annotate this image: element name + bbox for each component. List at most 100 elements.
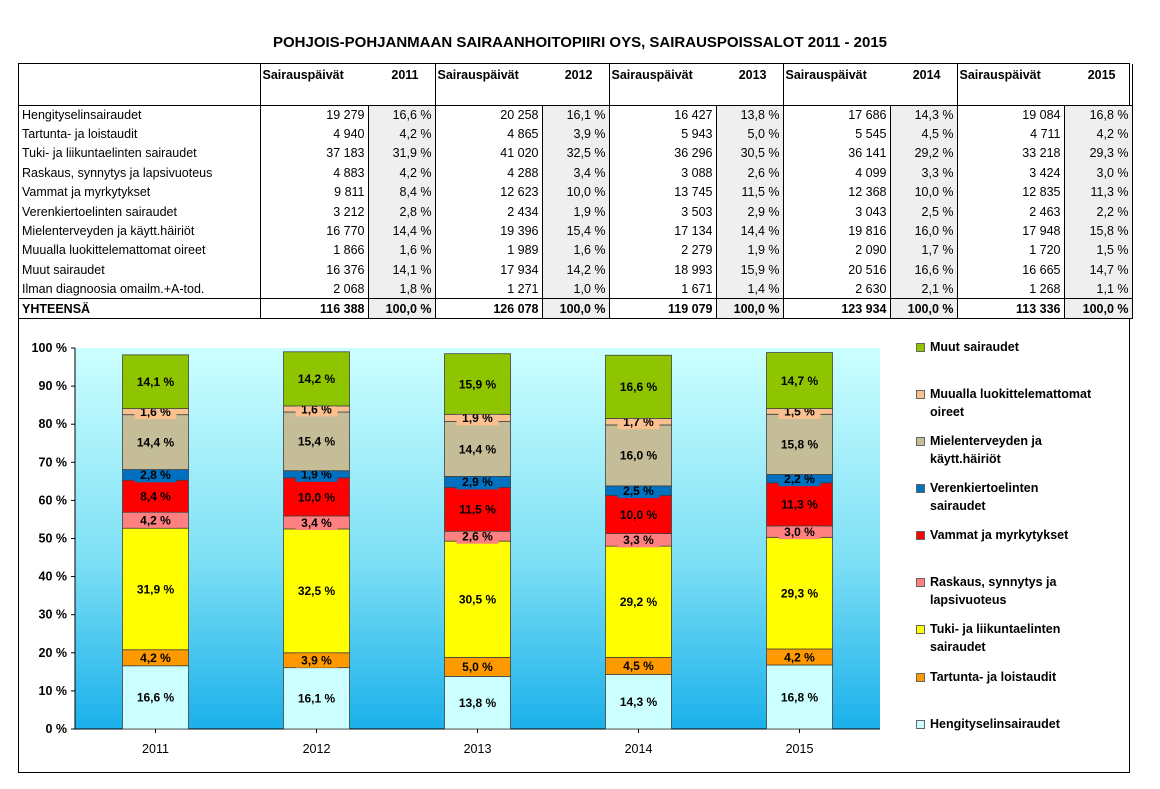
sick-days-value: 12 368 bbox=[783, 182, 891, 202]
legend-label: Hengityselinsairaudet bbox=[930, 715, 1110, 733]
data-label-bg bbox=[295, 514, 338, 530]
share-value: 16,6 % bbox=[890, 260, 958, 280]
sick-days-value: 12 835 bbox=[957, 182, 1065, 202]
y-tick-label: 10 % bbox=[39, 684, 68, 698]
share-value: 1,5 % bbox=[1064, 240, 1133, 261]
data-label: 4,2 % bbox=[784, 650, 815, 664]
sick-days-value: 17 134 bbox=[609, 221, 717, 241]
header-corner bbox=[19, 64, 261, 106]
sick-days-value: 5 943 bbox=[609, 124, 717, 144]
sick-days-value: 126 078 bbox=[435, 298, 543, 319]
sick-days-value: 4 883 bbox=[260, 163, 369, 183]
legend-swatch bbox=[916, 578, 925, 587]
data-label: 13,8 % bbox=[459, 696, 497, 710]
data-label: 4,2 % bbox=[140, 514, 171, 528]
sick-days-value: 19 816 bbox=[783, 221, 891, 241]
header-year: 2014 bbox=[890, 64, 958, 106]
sick-days-value: 13 745 bbox=[609, 182, 717, 202]
share-value: 11,5 % bbox=[716, 182, 784, 202]
data-label: 14,4 % bbox=[459, 442, 497, 456]
data-label-bg bbox=[778, 471, 821, 487]
table-row: Muut sairaudet 16 376 14,1 % 17 934 14,2 % 18… bbox=[19, 260, 1133, 280]
header-days: Sairauspäivät bbox=[957, 64, 1064, 106]
sick-days-value: 17 934 bbox=[435, 260, 543, 280]
data-label: 15,9 % bbox=[459, 377, 497, 391]
header-year: 2013 bbox=[716, 64, 784, 106]
share-value: 3,9 % bbox=[542, 124, 610, 144]
data-label: 2,5 % bbox=[623, 484, 654, 498]
sick-days-value: 17 948 bbox=[957, 221, 1065, 241]
share-value: 14,2 % bbox=[542, 260, 610, 280]
data-label-bg bbox=[295, 583, 338, 599]
data-label: 14,2 % bbox=[298, 372, 336, 386]
data-label: 16,8 % bbox=[781, 690, 819, 704]
sick-days-value: 1 989 bbox=[435, 240, 543, 261]
data-label: 29,3 % bbox=[781, 586, 819, 600]
data-label-bg bbox=[778, 496, 821, 512]
row-label: YHTEENSÄ bbox=[19, 298, 261, 319]
legend-label: Tuki- ja liikuntaelinten sairaudet bbox=[930, 620, 1110, 656]
data-label: 1,9 % bbox=[462, 411, 493, 425]
data-label-bg bbox=[617, 532, 660, 548]
sick-days-value: 36 296 bbox=[609, 143, 717, 164]
data-label: 2,2 % bbox=[784, 472, 815, 486]
data-label-bg bbox=[134, 467, 177, 483]
data-label-bg bbox=[134, 488, 177, 504]
data-label: 30,5 % bbox=[459, 593, 497, 607]
share-value: 1,9 % bbox=[716, 240, 784, 261]
data-label-bg bbox=[456, 474, 499, 490]
report-frame bbox=[18, 63, 1130, 773]
x-tick-label: 2014 bbox=[625, 742, 653, 756]
sick-days-value: 5 545 bbox=[783, 124, 891, 144]
share-value: 14,4 % bbox=[716, 221, 784, 241]
data-label: 29,2 % bbox=[620, 595, 658, 609]
row-label: Mielenterveyden ja käytt.häiriöt bbox=[19, 221, 261, 241]
row-label: Hengityselinsairaudet bbox=[19, 105, 261, 125]
row-label: Vammat ja myrkytykset bbox=[19, 182, 261, 202]
sick-days-value: 3 503 bbox=[609, 201, 717, 222]
share-value: 16,1 % bbox=[542, 105, 610, 125]
share-value: 2,5 % bbox=[890, 201, 958, 222]
data-label-bg bbox=[617, 379, 660, 395]
data-label-bg bbox=[134, 374, 177, 390]
x-tick-label: 2015 bbox=[786, 742, 814, 756]
legend-label-line: sairaudet bbox=[930, 499, 986, 513]
header-days: Sairauspäivät bbox=[260, 64, 368, 106]
sick-days-value: 4 288 bbox=[435, 163, 543, 183]
table-row: Verenkiertoelinten sairaudet 3 212 2,8 % 2 … bbox=[19, 201, 1133, 222]
share-value: 2,9 % bbox=[716, 201, 784, 222]
y-tick-label: 0 % bbox=[45, 722, 67, 736]
share-value: 29,3 % bbox=[1064, 143, 1133, 164]
legend-label: Raskaus, synnytys ja lapsivuoteus bbox=[930, 573, 1110, 609]
legend-label-line: sairaudet bbox=[930, 640, 986, 654]
share-value: 29,2 % bbox=[890, 143, 958, 164]
sick-days-value: 20 516 bbox=[783, 260, 891, 280]
data-label-bg bbox=[295, 652, 338, 668]
data-label: 3,0 % bbox=[784, 525, 815, 539]
row-label: Verenkiertoelinten sairaudet bbox=[19, 201, 261, 222]
share-value: 14,1 % bbox=[368, 260, 436, 280]
legend-label-line: Muut sairaudet bbox=[930, 340, 1019, 354]
data-label: 14,4 % bbox=[137, 435, 175, 449]
data-label-bg bbox=[295, 489, 338, 505]
sick-days-value: 1 671 bbox=[609, 279, 717, 299]
header-year: 2015 bbox=[1064, 64, 1133, 106]
sick-days-value: 37 183 bbox=[260, 143, 369, 164]
share-value: 2,8 % bbox=[368, 201, 436, 222]
legend-label-line: Muualla luokittelemattomat bbox=[930, 387, 1092, 401]
data-label: 16,6 % bbox=[137, 691, 175, 705]
header-days: Sairauspäivät bbox=[435, 64, 542, 106]
share-value: 2,1 % bbox=[890, 279, 958, 299]
data-label-bg bbox=[295, 433, 338, 449]
y-tick-label: 30 % bbox=[39, 608, 68, 622]
legend-swatch bbox=[916, 437, 925, 446]
legend-label-line: Verenkiertoelinten bbox=[930, 481, 1039, 495]
legend-label: Muut sairaudet bbox=[930, 338, 1110, 356]
data-label-bg bbox=[295, 371, 338, 387]
row-label: Muut sairaudet bbox=[19, 260, 261, 280]
legend-label: Muualla luokittelemattomat oireet bbox=[930, 385, 1110, 421]
x-tick-label: 2013 bbox=[464, 742, 492, 756]
legend-label: Mielenterveyden ja käytt.häiriöt bbox=[930, 432, 1110, 468]
data-label-bg bbox=[778, 436, 821, 452]
